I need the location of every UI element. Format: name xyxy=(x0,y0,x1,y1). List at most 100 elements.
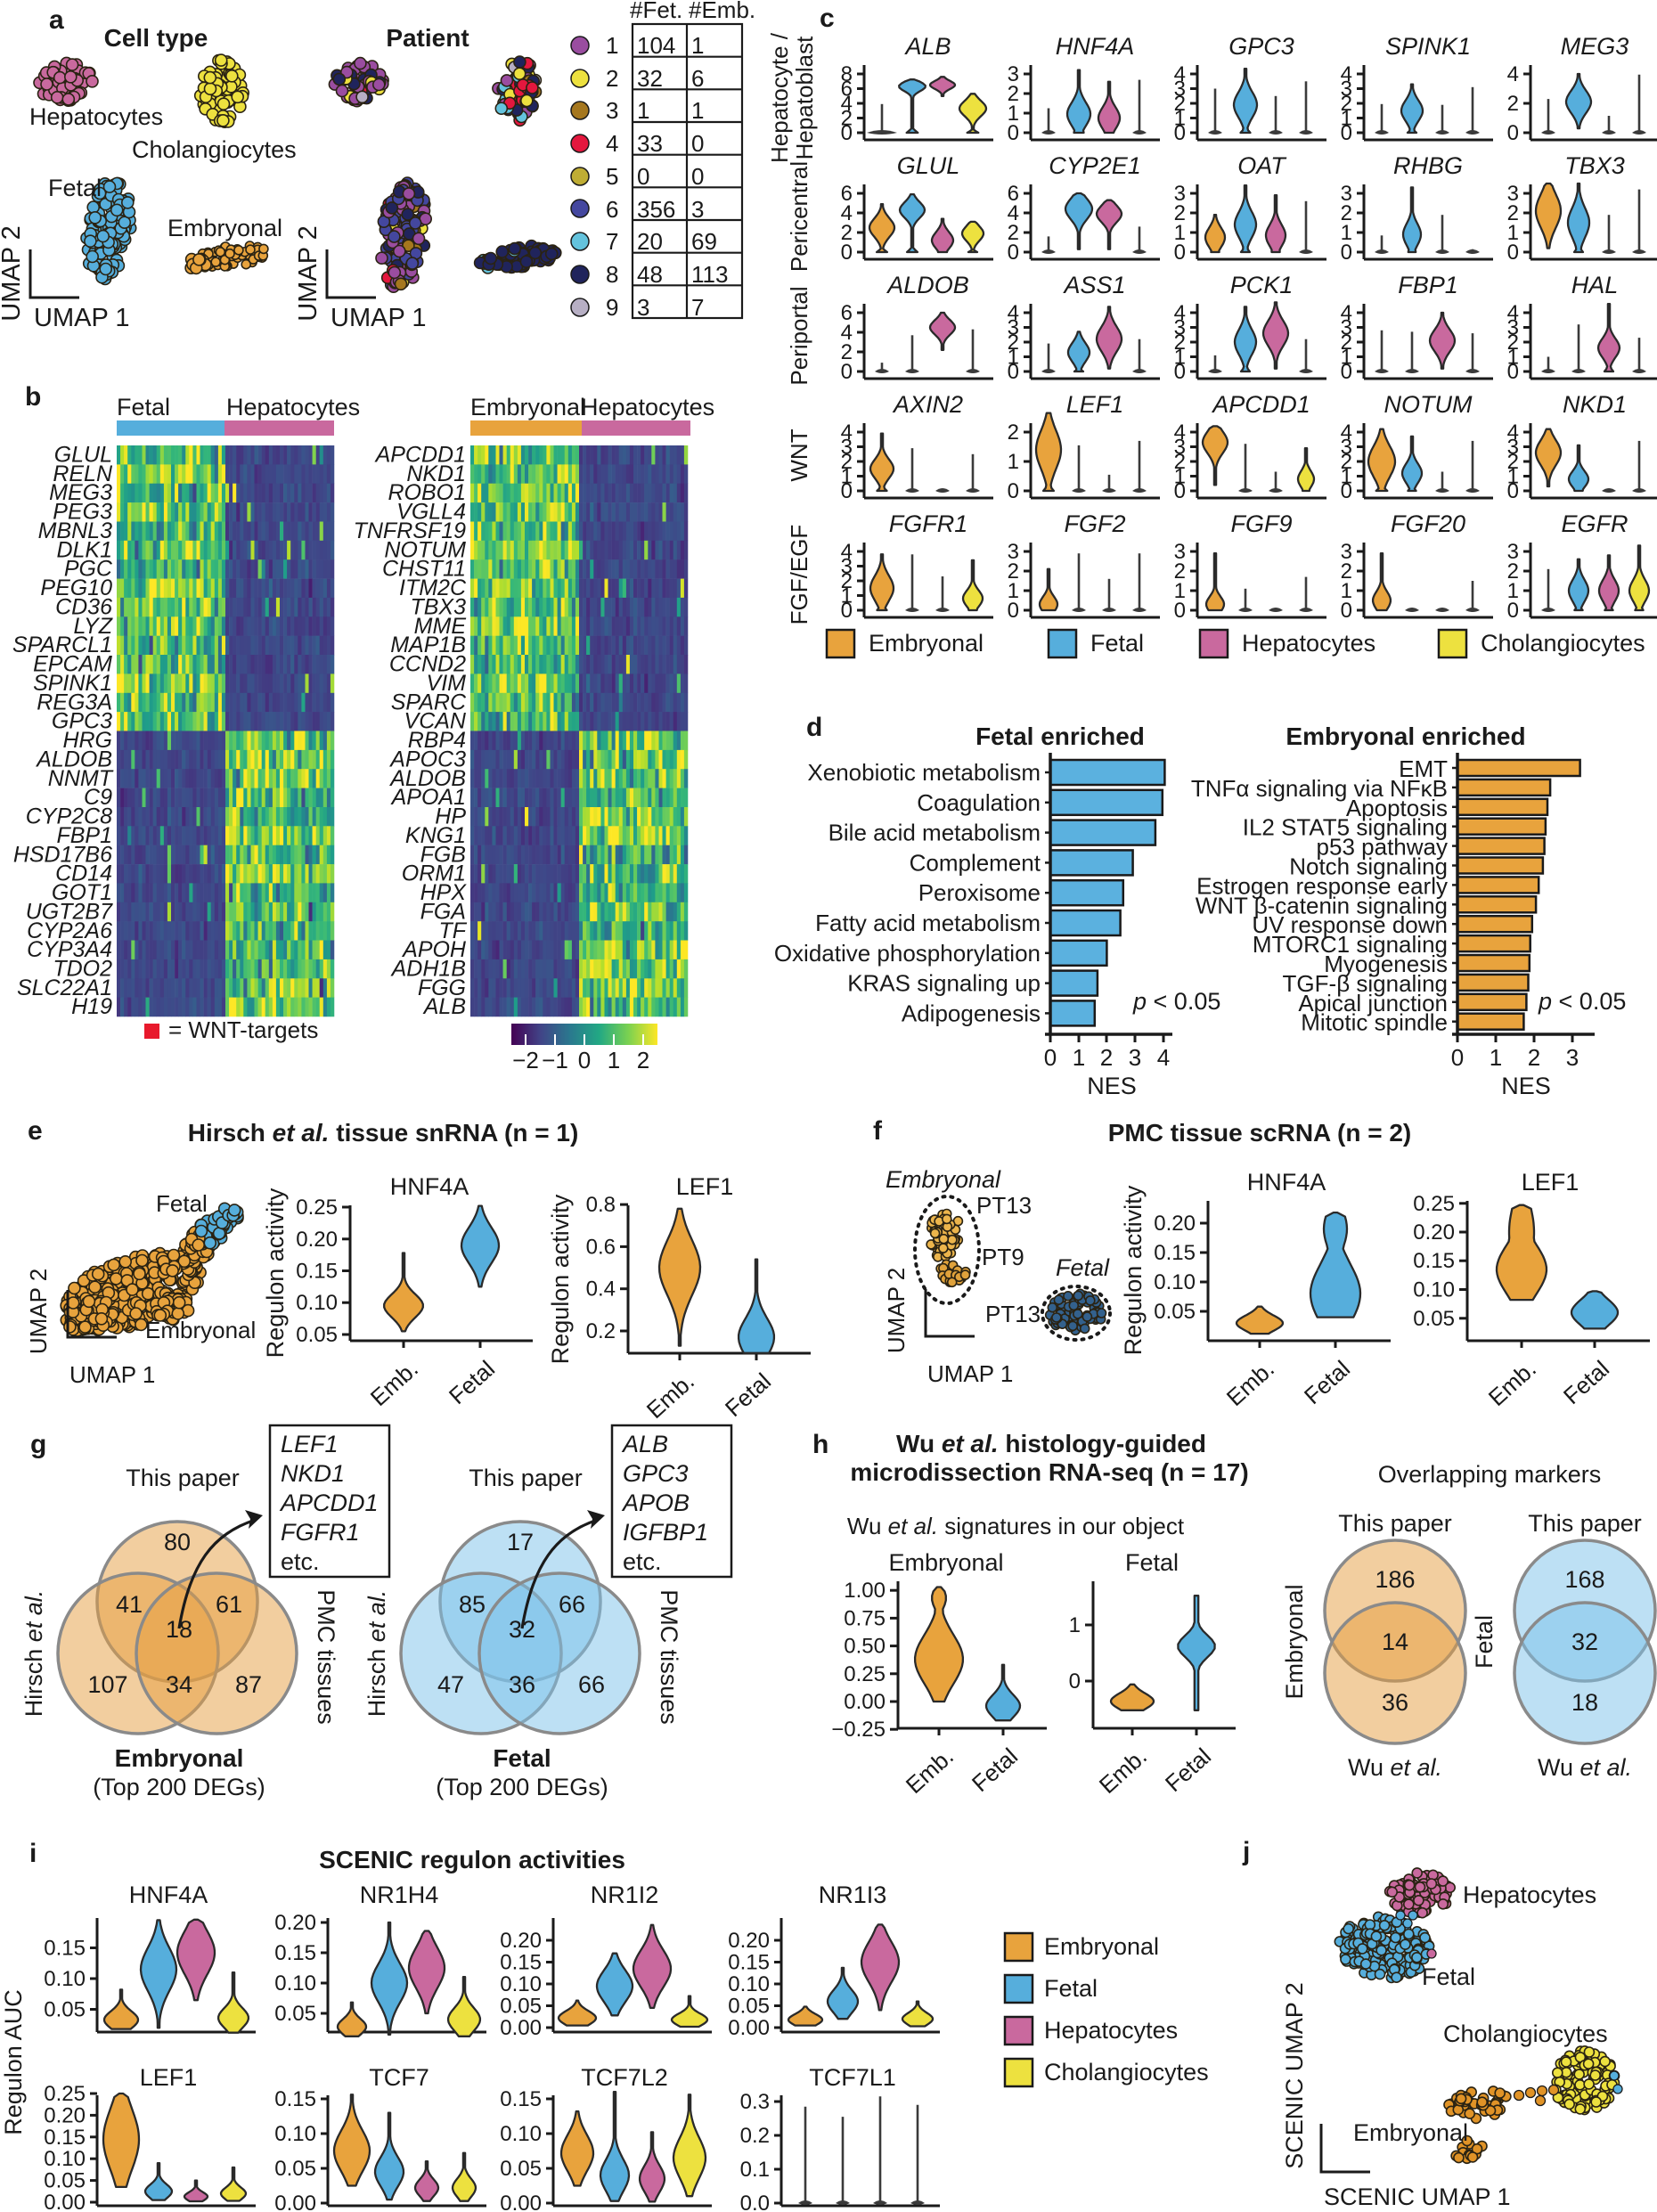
svg-text:VGLL4: VGLL4 xyxy=(396,500,466,525)
svg-text:FGG: FGG xyxy=(418,975,466,1000)
svg-text:Fetal enriched: Fetal enriched xyxy=(975,722,1145,750)
svg-text:2: 2 xyxy=(1100,1044,1113,1071)
svg-text:Estrogen response early: Estrogen response early xyxy=(1196,872,1448,899)
svg-text:NES: NES xyxy=(1501,1073,1551,1099)
svg-text:4: 4 xyxy=(1157,1044,1170,1071)
svg-text:Hirsch et al. tissue snRNA (n: Hirsch et al. tissue snRNA (n = 1) xyxy=(188,1119,579,1147)
svg-text:PEG10: PEG10 xyxy=(40,575,112,600)
svg-text:3: 3 xyxy=(1341,540,1352,564)
svg-text:0: 0 xyxy=(1341,360,1352,384)
svg-text:4: 4 xyxy=(1008,201,1019,225)
svg-text:MEG3: MEG3 xyxy=(1561,33,1629,60)
svg-text:1: 1 xyxy=(1008,579,1019,603)
svg-text:7: 7 xyxy=(691,294,704,321)
svg-text:3: 3 xyxy=(1008,540,1019,564)
svg-text:c: c xyxy=(820,4,835,33)
svg-text:0: 0 xyxy=(1174,599,1186,623)
svg-text:3: 3 xyxy=(637,294,649,321)
svg-text:Mitotic spindle: Mitotic spindle xyxy=(1301,1009,1448,1036)
svg-text:2: 2 xyxy=(1008,82,1019,106)
svg-text:4: 4 xyxy=(1341,420,1352,445)
svg-text:0: 0 xyxy=(841,479,853,503)
svg-text:1: 1 xyxy=(1073,1044,1085,1071)
svg-text:0: 0 xyxy=(1008,360,1019,384)
svg-text:3: 3 xyxy=(1174,436,1186,460)
svg-text:p53 pathway: p53 pathway xyxy=(1317,834,1448,861)
svg-text:CYP2E1: CYP2E1 xyxy=(1049,152,1141,179)
svg-text:0: 0 xyxy=(1341,479,1352,503)
svg-text:2: 2 xyxy=(1341,559,1352,584)
svg-text:CD14: CD14 xyxy=(55,861,112,886)
svg-text:1: 1 xyxy=(1341,221,1352,245)
svg-text:ITM2C: ITM2C xyxy=(399,575,467,600)
svg-text:FGF9: FGF9 xyxy=(1230,510,1292,537)
svg-text:Hepatocytes: Hepatocytes xyxy=(581,394,714,420)
svg-text:0: 0 xyxy=(1174,360,1186,384)
svg-text:Fatty acid metabolism: Fatty acid metabolism xyxy=(815,910,1041,936)
svg-text:1: 1 xyxy=(606,32,618,59)
svg-text:1: 1 xyxy=(1507,346,1519,370)
svg-text:p < 0.05: p < 0.05 xyxy=(1132,988,1220,1015)
svg-text:FGF/EGF: FGF/EGF xyxy=(786,525,812,625)
svg-text:APOA1: APOA1 xyxy=(390,785,466,810)
svg-text:NKD1: NKD1 xyxy=(406,461,466,486)
svg-text:1: 1 xyxy=(1490,1044,1502,1071)
svg-text:a: a xyxy=(49,5,64,35)
svg-text:REG3A: REG3A xyxy=(37,690,112,714)
svg-text:0: 0 xyxy=(1174,241,1186,265)
svg-text:1: 1 xyxy=(1341,579,1352,603)
svg-text:1: 1 xyxy=(1008,450,1019,474)
svg-text:TGF-β signaling: TGF-β signaling xyxy=(1283,970,1448,997)
svg-text:#Fet.: #Fet. xyxy=(630,0,682,23)
svg-text:NNMT: NNMT xyxy=(48,766,114,791)
svg-text:Hepatocytes: Hepatocytes xyxy=(1242,630,1375,657)
svg-text:GOT1: GOT1 xyxy=(52,880,112,905)
svg-text:CYP2C8: CYP2C8 xyxy=(26,804,112,829)
svg-text:0: 0 xyxy=(1341,241,1352,265)
svg-text:1: 1 xyxy=(691,32,704,59)
svg-text:Embryonal: Embryonal xyxy=(167,215,282,241)
svg-text:3: 3 xyxy=(1174,540,1186,564)
svg-text:Fetal: Fetal xyxy=(48,175,102,201)
svg-text:CYP2A6: CYP2A6 xyxy=(27,918,112,943)
svg-text:2: 2 xyxy=(841,569,853,593)
svg-text:2: 2 xyxy=(637,1047,649,1073)
svg-text:FGF20: FGF20 xyxy=(1391,510,1465,537)
svg-text:Peroxisome: Peroxisome xyxy=(918,879,1041,906)
svg-text:48: 48 xyxy=(637,261,663,288)
svg-text:1: 1 xyxy=(1008,346,1019,370)
svg-text:UGT2B7: UGT2B7 xyxy=(26,899,113,924)
svg-text:3: 3 xyxy=(1008,316,1019,340)
svg-text:7: 7 xyxy=(606,228,618,255)
svg-text:32: 32 xyxy=(637,65,663,92)
svg-text:Bile acid metabolism: Bile acid metabolism xyxy=(828,820,1041,846)
svg-text:MBNL3: MBNL3 xyxy=(38,518,112,543)
svg-text:6: 6 xyxy=(841,301,853,325)
svg-text:4: 4 xyxy=(1174,301,1186,325)
svg-text:Fetal: Fetal xyxy=(1090,630,1144,657)
svg-text:1: 1 xyxy=(1507,465,1519,489)
svg-text:SPINK1: SPINK1 xyxy=(33,671,112,696)
svg-text:Embryonal enriched: Embryonal enriched xyxy=(1286,722,1525,750)
svg-text:3: 3 xyxy=(1341,436,1352,460)
svg-text:4: 4 xyxy=(1174,420,1186,445)
svg-text:ADH1B: ADH1B xyxy=(390,957,466,982)
svg-text:HP: HP xyxy=(435,804,466,829)
svg-text:2: 2 xyxy=(1174,92,1186,116)
svg-text:CCND2: CCND2 xyxy=(389,652,466,677)
svg-text:GLUL: GLUL xyxy=(54,443,112,468)
svg-text:3: 3 xyxy=(841,436,853,460)
svg-text:OAT: OAT xyxy=(1237,152,1287,179)
svg-text:0: 0 xyxy=(1174,121,1186,145)
svg-text:WNT: WNT xyxy=(786,429,812,481)
svg-text:Hepatoblast: Hepatoblast xyxy=(791,36,818,160)
svg-text:2: 2 xyxy=(1174,559,1186,584)
svg-text:CHST11: CHST11 xyxy=(382,557,466,582)
svg-text:GPC3: GPC3 xyxy=(52,709,112,734)
svg-text:NES: NES xyxy=(1087,1073,1137,1099)
svg-text:Apoptosis: Apoptosis xyxy=(1346,795,1448,821)
svg-text:2: 2 xyxy=(1507,450,1519,474)
svg-text:1: 1 xyxy=(1341,107,1352,131)
svg-text:4: 4 xyxy=(841,420,853,445)
svg-text:6: 6 xyxy=(841,182,853,206)
